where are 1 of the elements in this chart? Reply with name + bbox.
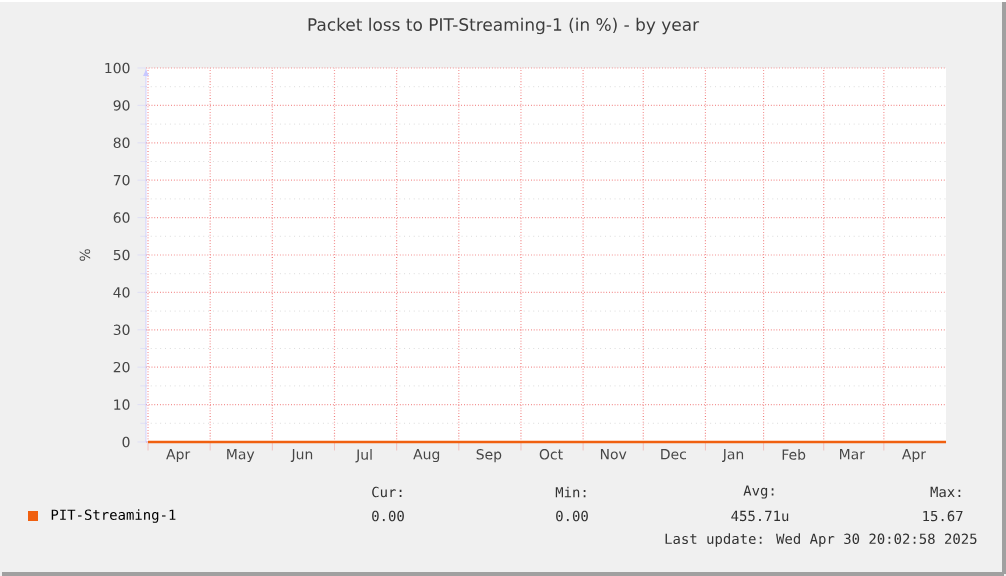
- chart-title: Packet loss to PIT-Streaming-1 (in %) - by year: [308, 17, 700, 35]
